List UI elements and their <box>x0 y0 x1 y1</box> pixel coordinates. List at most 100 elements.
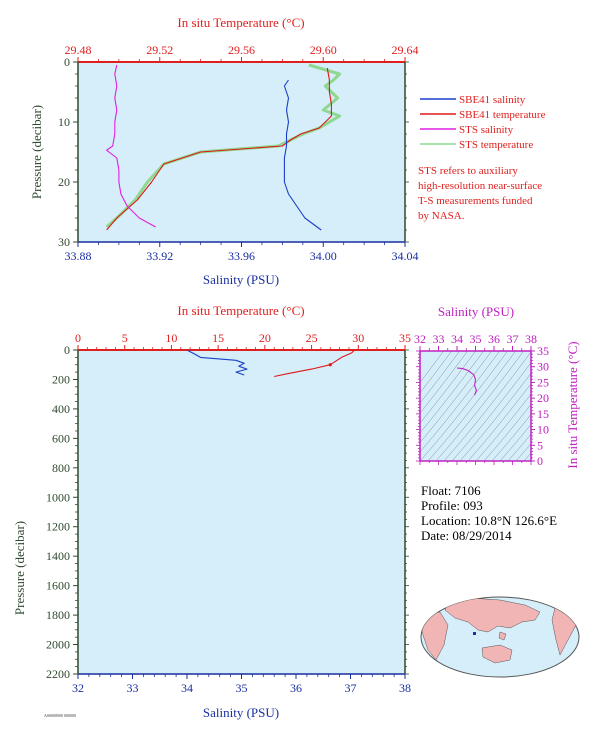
density-contour <box>420 351 508 461</box>
density-contour <box>420 351 468 414</box>
ts-temperature-tick-label: 30 <box>537 360 549 374</box>
bottom-pressure-axis-title: Pressure (decibar) <box>12 521 27 615</box>
bottom-salinity-tick-label: 32 <box>72 681 84 695</box>
bottom-temperature-tick-label: 0 <box>75 331 81 345</box>
asia-landmass <box>444 597 541 633</box>
top-pressure-tick-label: 20 <box>58 175 70 189</box>
density-contour <box>420 351 460 404</box>
top-salinity-tick-label: 33.88 <box>65 249 92 263</box>
bottom-pressure-tick-label: 1600 <box>46 579 70 593</box>
bottom-temperature-tick-label: 5 <box>122 331 128 345</box>
top-pressure-tick-label: 0 <box>64 55 70 69</box>
bottom-salinity-tick-label: 36 <box>290 681 302 695</box>
density-contour <box>475 393 531 461</box>
bottom-pressure-tick-label: 200 <box>52 372 70 386</box>
top-temperature-axis-title: In situ Temperature (°C) <box>177 15 304 30</box>
bottom-temperature-tick-label: 35 <box>399 331 411 345</box>
ts-curve <box>456 367 477 396</box>
top-temperature-tick-label: 29.64 <box>392 43 419 57</box>
density-contour <box>420 351 492 443</box>
ts-plot-area <box>420 351 531 461</box>
top-salinity-tick-label: 34.04 <box>392 249 419 263</box>
density-contour <box>435 351 524 461</box>
bottom-salinity-tick-label: 37 <box>345 681 357 695</box>
float-location-marker <box>473 632 476 635</box>
location-map <box>420 596 580 678</box>
bottom-temperature-tick-label: 10 <box>165 331 177 345</box>
density-contour <box>427 351 516 461</box>
bottom-salinity-tick-label: 34 <box>181 681 193 695</box>
bottom-pressure-tick-label: 1000 <box>46 490 70 504</box>
top-series-sts-salinity <box>106 64 156 228</box>
bottom-salinity-tick-label: 38 <box>399 681 411 695</box>
density-contour <box>491 414 531 461</box>
bottom-pressure-tick-label: 2200 <box>46 667 70 681</box>
bottom-temperature-tick-label: 30 <box>352 331 364 345</box>
top-series-sbe41-salinity <box>283 79 322 231</box>
float-id: Float: 7106 <box>421 483 481 498</box>
top-salinity-axis-title: Salinity (PSU) <box>203 272 279 287</box>
bottom-salinity-axis-title: Salinity (PSU) <box>203 705 279 720</box>
sts-note-line: T-S measurements funded <box>418 195 533 207</box>
bottom-salinity-tick-label: 33 <box>127 681 139 695</box>
top-salinity-tick-label: 33.96 <box>228 249 255 263</box>
bottom-temperature-axis-title: In situ Temperature (°C) <box>177 303 304 318</box>
top-temperature-axis: 29.48 29.52 29.56 29.60 29.64 <box>65 43 419 62</box>
map-land <box>421 597 577 664</box>
ts-salinity-tick-label: 34 <box>451 332 463 346</box>
ts-temperature-tick-label: 5 <box>537 438 543 452</box>
bottom-pressure-axis: 0 200 400 600 800 1000 1200 1400 1600 1800 2000 220… <box>46 343 409 681</box>
top-temperature-tick-label: 29.56 <box>228 43 255 57</box>
legend-label-sts-salinity: STS salinity <box>459 124 514 136</box>
footer-code: AS0000000 000000 <box>44 713 76 718</box>
bottom-temperature-tick-label: 15 <box>212 331 224 345</box>
ts-salinity-tick-label: 35 <box>470 332 482 346</box>
legend-label-sbe-temperature: SBE41 temperature <box>459 109 546 121</box>
top-pressure-axis: 0 10 20 30 <box>58 55 409 249</box>
ts-salinity-tick-label: 33 <box>433 332 445 346</box>
ts-temperature-axis-title: In situ Temperature (°C) <box>565 341 580 468</box>
sts-note-line: by NASA. <box>418 210 465 222</box>
bottom-series-sbe41-salinity <box>186 350 248 376</box>
bottom-pressure-tick-label: 2000 <box>46 638 70 652</box>
ts-salinity-tick-label: 32 <box>414 332 426 346</box>
sts-note: STS refers to auxiliary high-resolution … <box>418 165 542 222</box>
density-contours <box>420 351 531 461</box>
ts-salinity-tick-label: 37 <box>507 332 519 346</box>
islands-landmass <box>498 631 507 641</box>
density-contour <box>515 443 531 461</box>
ts-temperature-tick-label: 25 <box>537 375 549 389</box>
ts-temperature-tick-label: 15 <box>537 407 549 421</box>
density-contour <box>499 423 531 461</box>
top-temperature-tick-label: 29.60 <box>310 43 337 57</box>
density-contour <box>467 383 531 461</box>
float-info: Float: 7106 Profile: 093 Location: 10.8°… <box>421 483 557 543</box>
sts-note-line: STS refers to auxiliary <box>418 165 518 177</box>
top-chart: 29.48 29.52 29.56 29.60 29.64 33.88 33.92 33.9… <box>29 15 419 287</box>
density-contour <box>420 351 476 424</box>
top-pressure-tick-label: 10 <box>58 115 70 129</box>
top-legend: SBE41 salinity SBE41 temperature STS sal… <box>420 94 546 151</box>
top-series-group <box>105 63 342 231</box>
density-contour <box>459 372 531 461</box>
density-contour <box>451 362 531 461</box>
top-pressure-tick-label: 30 <box>58 235 70 249</box>
ts-temperature-tick-label: 35 <box>537 344 549 358</box>
top-temperature-tick-label: 29.52 <box>146 43 173 57</box>
density-contour <box>507 433 531 461</box>
bottom-pressure-tick-label: 1200 <box>46 520 70 534</box>
top-series-sbe41-temperature <box>106 67 332 231</box>
ts-salinity-tick-label: 36 <box>488 332 500 346</box>
ts-salinity-tick-label: 38 <box>525 332 537 346</box>
top-pressure-axis-title: Pressure (decibar) <box>29 105 44 199</box>
bottom-series-group <box>186 350 355 378</box>
bottom-chart: 0 5 10 15 20 25 30 35 32 33 34 35 36 37 38 0 200 400 600… <box>12 303 411 720</box>
density-contour <box>420 351 452 394</box>
profile-date: Date: 08/29/2014 <box>421 528 512 543</box>
bottom-pressure-tick-label: 1800 <box>46 608 70 622</box>
ts-temperature-tick-label: 20 <box>537 391 549 405</box>
ts-temperature-tick-label: 0 <box>537 454 543 468</box>
ts-series-group <box>456 367 477 396</box>
